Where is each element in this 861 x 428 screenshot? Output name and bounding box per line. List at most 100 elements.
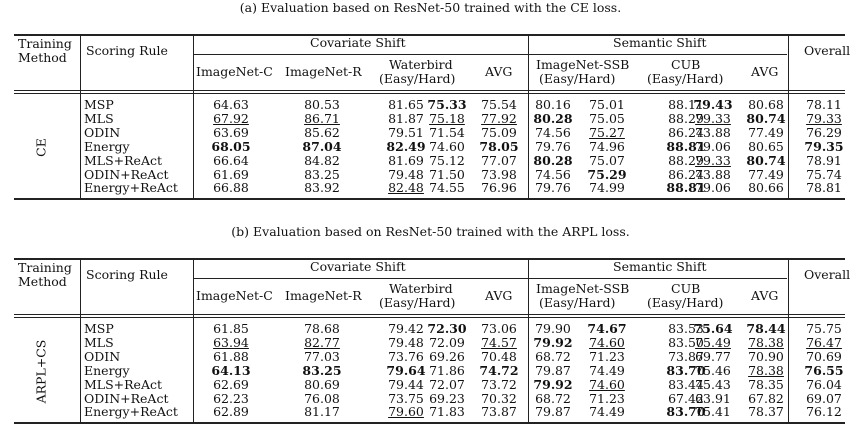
scoring-rule-label: ODIN+ReAct xyxy=(84,166,169,182)
covariate-shift-header: Covariate Shift xyxy=(310,259,406,274)
semantic-shift-header: Semantic Shift xyxy=(613,259,707,274)
table-cell: 80.68 xyxy=(748,97,784,112)
covariate-avg-header: AVG xyxy=(485,64,513,79)
table-cell: 71.23 xyxy=(589,390,625,406)
table-cell: 68.72 xyxy=(535,348,571,364)
table-cell: 80.74 xyxy=(746,110,786,126)
table-cell: 77.49 xyxy=(748,166,784,182)
table-cell: 63.69 xyxy=(213,124,249,140)
table-cell: 74.96 xyxy=(589,138,625,154)
table-cell: 77.03 xyxy=(304,348,340,364)
scoring-rule-label: Energy+ReAct xyxy=(84,180,178,196)
scoring-rule-label: MSP xyxy=(84,97,114,112)
table-cell: 79.48 xyxy=(388,166,424,182)
table-cell: 73.06 xyxy=(481,321,517,336)
table-cell: 83.70 xyxy=(666,404,706,420)
table-cell: 70.69 xyxy=(806,348,842,364)
table-cell: 74.60 xyxy=(589,376,625,392)
scoring-rule-label: MLS xyxy=(84,110,114,126)
table-cell: 79.90 xyxy=(535,321,571,336)
waterbird-easy-hard: (Easy/Hard) xyxy=(379,71,456,86)
training-header-line: Training xyxy=(18,260,72,275)
scoring-rule-label: ODIN xyxy=(84,124,121,140)
column-divider xyxy=(193,260,194,423)
table-cell: 75.05 xyxy=(589,110,625,126)
table-cell: 83.50 xyxy=(668,334,704,350)
table-cell: 79.42 xyxy=(388,321,424,336)
table-cell: 83.44 xyxy=(668,376,704,392)
table-cell: 88.81 xyxy=(666,180,706,196)
overall-header: Overall xyxy=(804,267,851,282)
table-cell: 63.94 xyxy=(213,334,249,350)
table-cell: 66.88 xyxy=(213,180,249,196)
table-cell: 74.56 xyxy=(535,166,571,182)
table-cell: 79.92 xyxy=(533,334,573,350)
semantic-shift-header: Semantic Shift xyxy=(613,35,707,50)
table-cell: 74.60 xyxy=(429,138,465,154)
table-cell: 75.41 xyxy=(695,404,731,420)
table-cell: 61.85 xyxy=(213,321,249,336)
column-divider xyxy=(80,36,81,199)
scoring-rule-label: Energy xyxy=(84,138,130,154)
table-cell: 79.60 xyxy=(388,404,424,420)
table-cell: 72.07 xyxy=(429,376,465,392)
table-cell: 75.43 xyxy=(695,376,731,392)
method-header-line: Method xyxy=(18,50,67,65)
table-cell: 69.26 xyxy=(429,348,465,364)
scoring-rule-label: MLS xyxy=(84,334,114,350)
table-cell: 74.72 xyxy=(479,362,519,378)
table-cell: 79.87 xyxy=(535,404,571,420)
table-cell: 83.70 xyxy=(666,362,706,378)
top-rule xyxy=(14,34,845,36)
table-cell: 83.25 xyxy=(302,362,342,378)
table-cell: 74.49 xyxy=(589,362,625,378)
table-cell: 74.49 xyxy=(589,404,625,420)
overall-header: Overall xyxy=(804,43,851,58)
table-cell: 88.81 xyxy=(666,138,706,154)
bottom-rule xyxy=(14,422,845,425)
table-cell: 73.98 xyxy=(481,166,517,182)
group-rule xyxy=(193,54,787,55)
table-cell: 80.74 xyxy=(746,152,786,168)
imagenet-c-header: ImageNet-C xyxy=(196,288,273,303)
table-cell: 80.53 xyxy=(304,97,340,112)
training-method-header: Training Method xyxy=(18,261,72,289)
table-cell: 61.88 xyxy=(213,348,249,364)
top-rule xyxy=(14,258,845,260)
table-cell: 74.55 xyxy=(429,180,465,196)
table-cell: 63.91 xyxy=(695,390,731,406)
column-divider xyxy=(788,36,789,199)
table-cell: 70.90 xyxy=(748,348,784,364)
table-cell: 77.49 xyxy=(748,124,784,140)
table-cell: 80.65 xyxy=(748,138,784,154)
table-cell: 78.05 xyxy=(479,138,519,154)
table-cell: 75.74 xyxy=(806,166,842,182)
imagenet-c-header: ImageNet-C xyxy=(196,64,273,79)
table-cell: 66.64 xyxy=(213,152,249,168)
table-cell: 71.23 xyxy=(589,348,625,364)
cub-header: CUB xyxy=(671,281,701,296)
table-cell: 86.24 xyxy=(668,124,704,140)
table-cell: 73.87 xyxy=(668,348,704,364)
scoring-rule-header: Scoring Rule xyxy=(86,43,168,58)
table-cell: 83.25 xyxy=(304,166,340,182)
table-cell: 86.71 xyxy=(304,110,340,126)
covariate-shift-header: Covariate Shift xyxy=(310,35,406,50)
table-cell: 86.24 xyxy=(668,166,704,182)
table-cell: 75.12 xyxy=(429,152,465,168)
table-cell: 69.77 xyxy=(695,348,731,364)
training-method-label: CE xyxy=(33,138,49,157)
table-cell: 67.42 xyxy=(668,390,704,406)
table-cell: 76.29 xyxy=(806,124,842,140)
cub-header: CUB xyxy=(671,57,701,72)
table-cell: 75.49 xyxy=(695,334,731,350)
table-cell: 73.88 xyxy=(695,166,731,182)
table-cell: 82.48 xyxy=(388,180,424,196)
table-cell: 75.33 xyxy=(427,97,467,112)
table-cell: 76.47 xyxy=(806,334,842,350)
table-cell: 73.75 xyxy=(388,390,424,406)
table-cell: 79.06 xyxy=(695,180,731,196)
table-cell: 74.60 xyxy=(589,334,625,350)
table-cell: 68.72 xyxy=(535,390,571,406)
table-cell: 62.89 xyxy=(213,404,249,420)
